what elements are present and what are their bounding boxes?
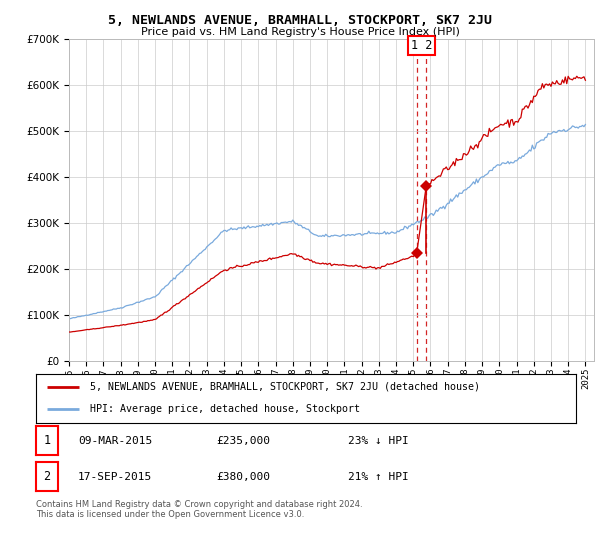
Text: Price paid vs. HM Land Registry's House Price Index (HPI): Price paid vs. HM Land Registry's House … xyxy=(140,27,460,37)
Text: 21% ↑ HPI: 21% ↑ HPI xyxy=(348,472,409,482)
Text: 5, NEWLANDS AVENUE, BRAMHALL, STOCKPORT, SK7 2JU: 5, NEWLANDS AVENUE, BRAMHALL, STOCKPORT,… xyxy=(108,14,492,27)
Text: 1 2: 1 2 xyxy=(411,39,432,52)
Text: £380,000: £380,000 xyxy=(216,472,270,482)
Text: £235,000: £235,000 xyxy=(216,436,270,446)
Text: 09-MAR-2015: 09-MAR-2015 xyxy=(78,436,152,446)
Text: Contains HM Land Registry data © Crown copyright and database right 2024.
This d: Contains HM Land Registry data © Crown c… xyxy=(36,500,362,519)
Text: 1: 1 xyxy=(43,434,50,447)
Text: 23% ↓ HPI: 23% ↓ HPI xyxy=(348,436,409,446)
Text: 5, NEWLANDS AVENUE, BRAMHALL, STOCKPORT, SK7 2JU (detached house): 5, NEWLANDS AVENUE, BRAMHALL, STOCKPORT,… xyxy=(90,382,480,392)
Text: 17-SEP-2015: 17-SEP-2015 xyxy=(78,472,152,482)
Text: HPI: Average price, detached house, Stockport: HPI: Average price, detached house, Stoc… xyxy=(90,404,360,414)
Text: 2: 2 xyxy=(43,470,50,483)
